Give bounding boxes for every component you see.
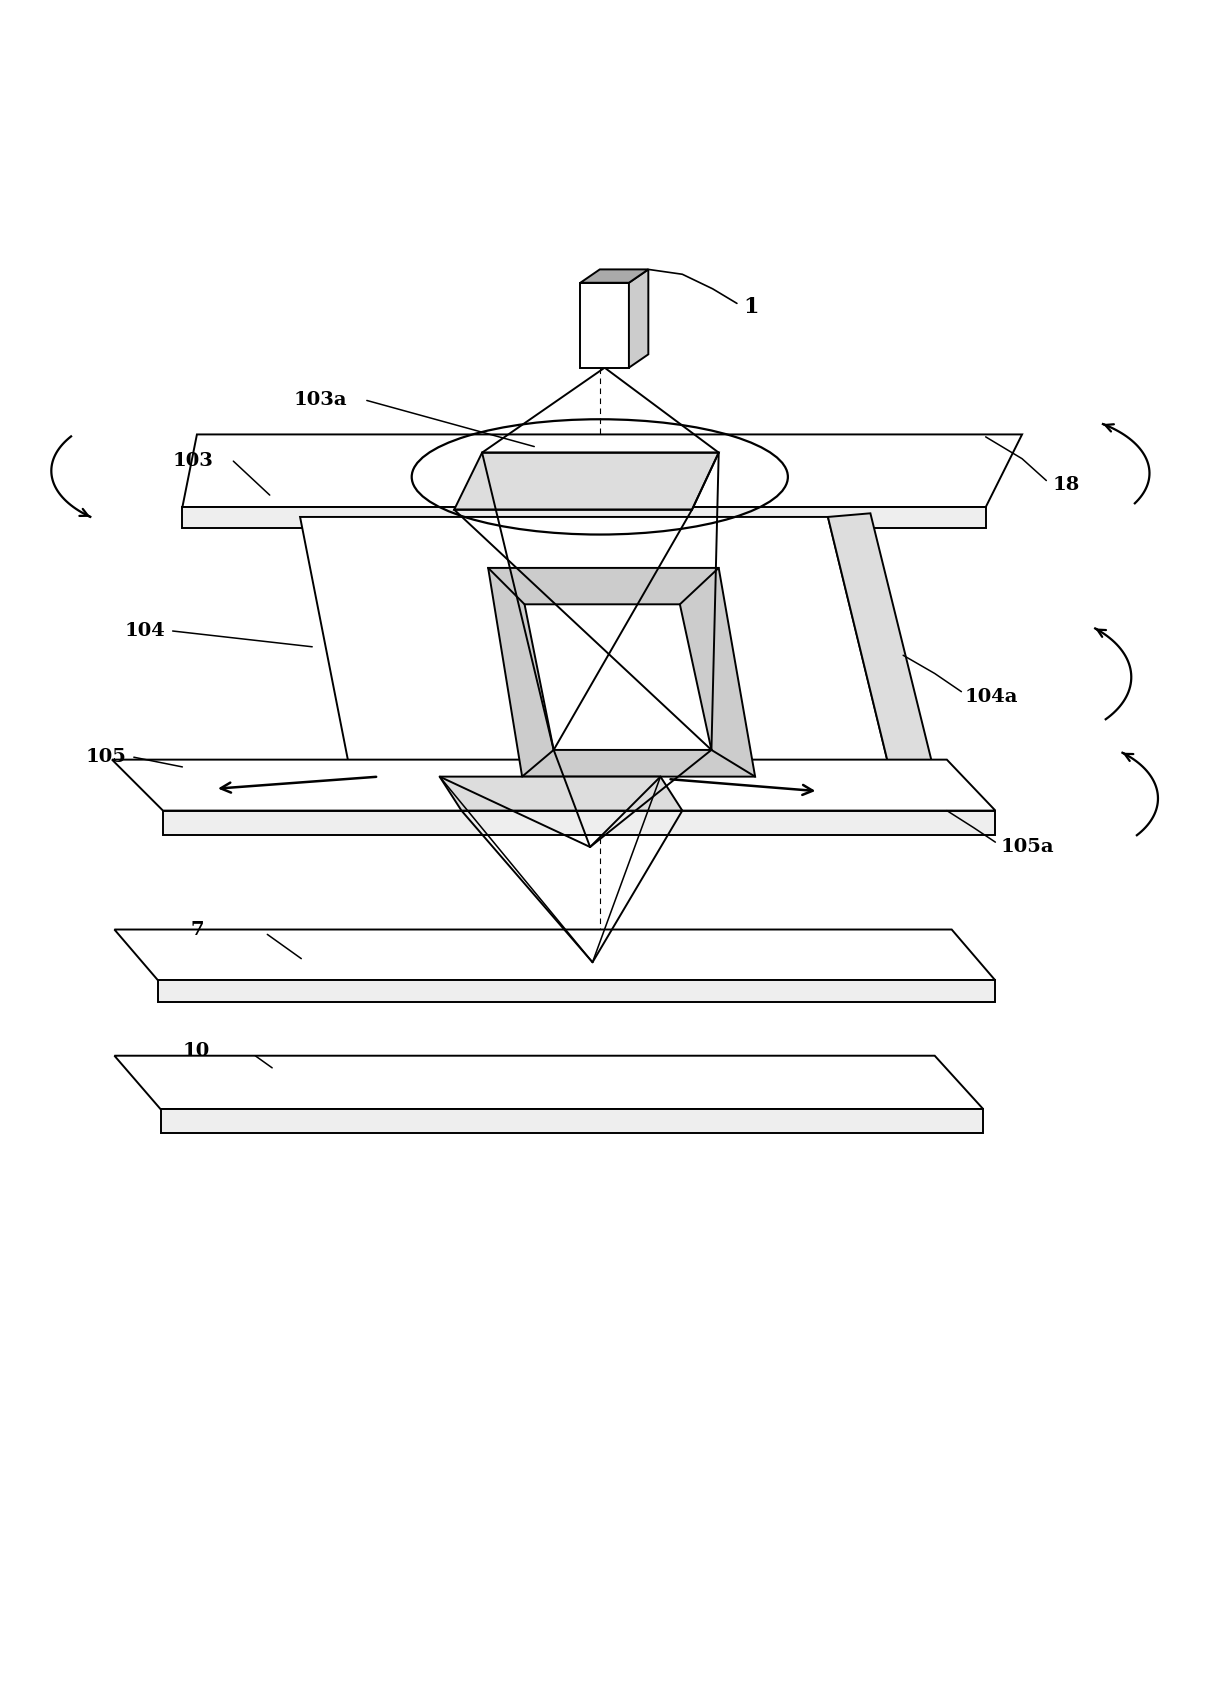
Text: 105: 105 [85,749,127,766]
Polygon shape [524,605,712,750]
Polygon shape [440,776,683,811]
Polygon shape [629,269,649,368]
Text: 18: 18 [1052,476,1080,495]
Text: 104: 104 [124,622,165,640]
Polygon shape [183,507,986,529]
Polygon shape [161,1110,984,1133]
Text: 103: 103 [173,452,213,471]
Polygon shape [580,283,629,368]
Text: 10: 10 [183,1042,210,1060]
Polygon shape [163,811,996,835]
Polygon shape [115,930,996,981]
Polygon shape [115,1055,984,1110]
Polygon shape [488,567,755,776]
Polygon shape [183,434,1022,507]
Polygon shape [158,981,996,1003]
Text: 7: 7 [191,920,205,938]
Text: 103a: 103a [294,391,347,410]
Polygon shape [580,269,649,283]
Text: 1: 1 [742,296,758,318]
Polygon shape [455,452,719,510]
Text: 104a: 104a [965,688,1019,705]
Polygon shape [828,513,947,825]
Text: 105a: 105a [1001,839,1054,855]
Polygon shape [112,759,996,811]
Polygon shape [300,517,903,825]
